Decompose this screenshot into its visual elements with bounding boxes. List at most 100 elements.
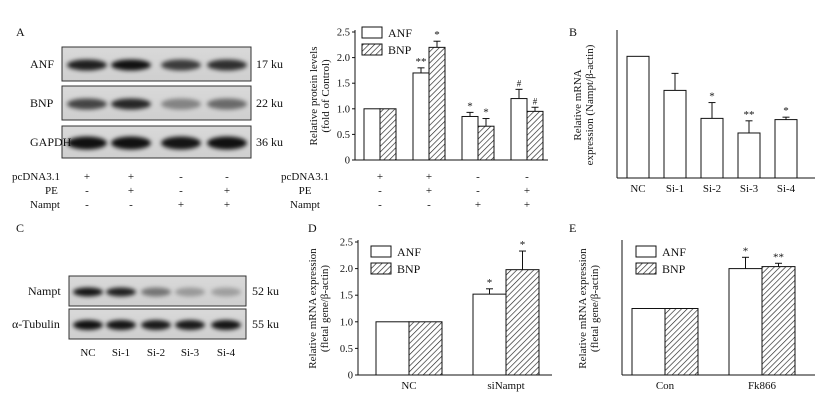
bar [375,321,410,376]
treatment-label: pcDNA3.1 [281,171,329,183]
x-tick-label: Si-4 [777,183,796,195]
legend-swatch [370,245,392,258]
treatment-mark: + [84,171,90,183]
legend-label: BNP [397,262,421,276]
panel-label-c: C [16,221,24,235]
x-tick-label: siNampt [487,380,524,392]
significance-mark: * [434,29,440,41]
treatment-mark: + [426,171,432,183]
treatment-mark: - [179,171,183,183]
bar [408,321,443,376]
blot-band [207,136,247,150]
treatment-label: pcDNA3.1 [12,171,60,183]
blot-band [67,136,107,150]
y-tick-label: 1.5 [337,79,350,90]
blot-band [111,59,151,71]
blot-row-label: BNP [30,96,54,110]
bar [728,268,763,376]
blot-size-label: 36 ku [256,135,283,149]
y-tick-label: 0 [345,156,350,167]
lane-label: Si-3 [181,347,200,359]
x-tick-label: Si-3 [740,183,759,195]
significance-mark: # [517,78,522,88]
panel-label-e: E [569,221,576,235]
legend-label: BNP [388,43,412,57]
y-axis-title: Relative mRNA [572,69,584,140]
blot-band [141,287,171,297]
bar [510,98,528,161]
treatment-mark: - [476,185,480,197]
bar [505,269,540,376]
y-tick-label: 1.0 [340,317,353,328]
y-axis-subtitle: expression (Nampt/β-actin) [584,44,596,165]
y-tick-label: 1.5 [340,291,353,302]
bar [526,110,544,161]
x-tick-label: Si-1 [666,183,684,195]
bar [663,89,687,179]
blot-row-label: Nampt [28,284,61,298]
blot-band [106,320,136,330]
panel-label-a: A [16,25,25,39]
treatment-mark: - [179,185,183,197]
bar [737,132,761,179]
bar [774,119,798,179]
blot-size-label: 22 ku [256,96,283,110]
lane-label: Si-1 [112,347,130,359]
significance-mark: # [533,96,538,106]
bar [700,117,724,179]
treatment-mark: - [427,199,431,211]
significance-mark: * [783,105,789,117]
treatment-mark: - [85,185,89,197]
treatment-mark: + [377,171,383,183]
y-tick-label: 0 [348,371,353,382]
treatment-mark: - [85,199,89,211]
significance-mark: * [483,107,489,119]
legend-swatch [361,26,383,39]
blot-band [161,59,201,71]
blot-band [73,287,103,297]
x-tick-label: Fk866 [748,380,777,392]
blot-band [111,136,151,150]
y-axis-title: Relative mRNA expression [307,248,319,369]
blot-band [106,287,136,297]
blot-band [67,98,107,110]
significance-mark: ** [416,56,427,68]
treatment-mark: - [129,199,133,211]
western-blot-a: ANF 17 ku BNP 22 ku GAPDH 36 ku pcDNA3.1 + + - - PE… [12,46,283,211]
blot-row-label: GAPDH [30,135,72,149]
legend-label: ANF [397,245,421,259]
x-tick-label: Con [656,380,675,392]
y-tick-label: 2.0 [337,53,350,64]
treatment-label: PE [45,185,58,197]
treatment-label: Nampt [30,199,60,211]
blot-band [207,59,247,71]
bar [472,293,507,376]
significance-mark: ** [744,109,755,121]
blot-band [161,98,201,110]
panel-label-d: D [308,221,317,235]
treatment-mark: + [128,171,134,183]
blot-band [211,320,241,330]
treatment-label: PE [299,185,312,197]
blot-row-label: α-Tubulin [12,317,60,331]
treatment-mark: + [475,199,481,211]
treatment-mark: - [378,185,382,197]
blot-band [73,320,103,330]
legend-swatch [361,43,383,56]
lane-label: NC [80,347,95,359]
blot-band [175,287,205,297]
blot-size-label: 52 ku [252,284,279,298]
bar [412,72,430,161]
y-tick-label: 2.5 [337,28,350,39]
y-tick-label: 0.5 [337,130,350,141]
significance-mark: * [743,245,749,257]
bar [626,55,650,179]
y-tick-label: 1.0 [337,104,350,115]
treatment-mark: + [426,185,432,197]
x-tick-label: Si-2 [703,183,721,195]
significance-mark: * [709,91,715,103]
y-axis-subtitle: (fletal gene/β-actin) [589,265,601,352]
y-axis-title: Relative mRNA expression [577,248,589,369]
treatment-mark: + [224,199,230,211]
